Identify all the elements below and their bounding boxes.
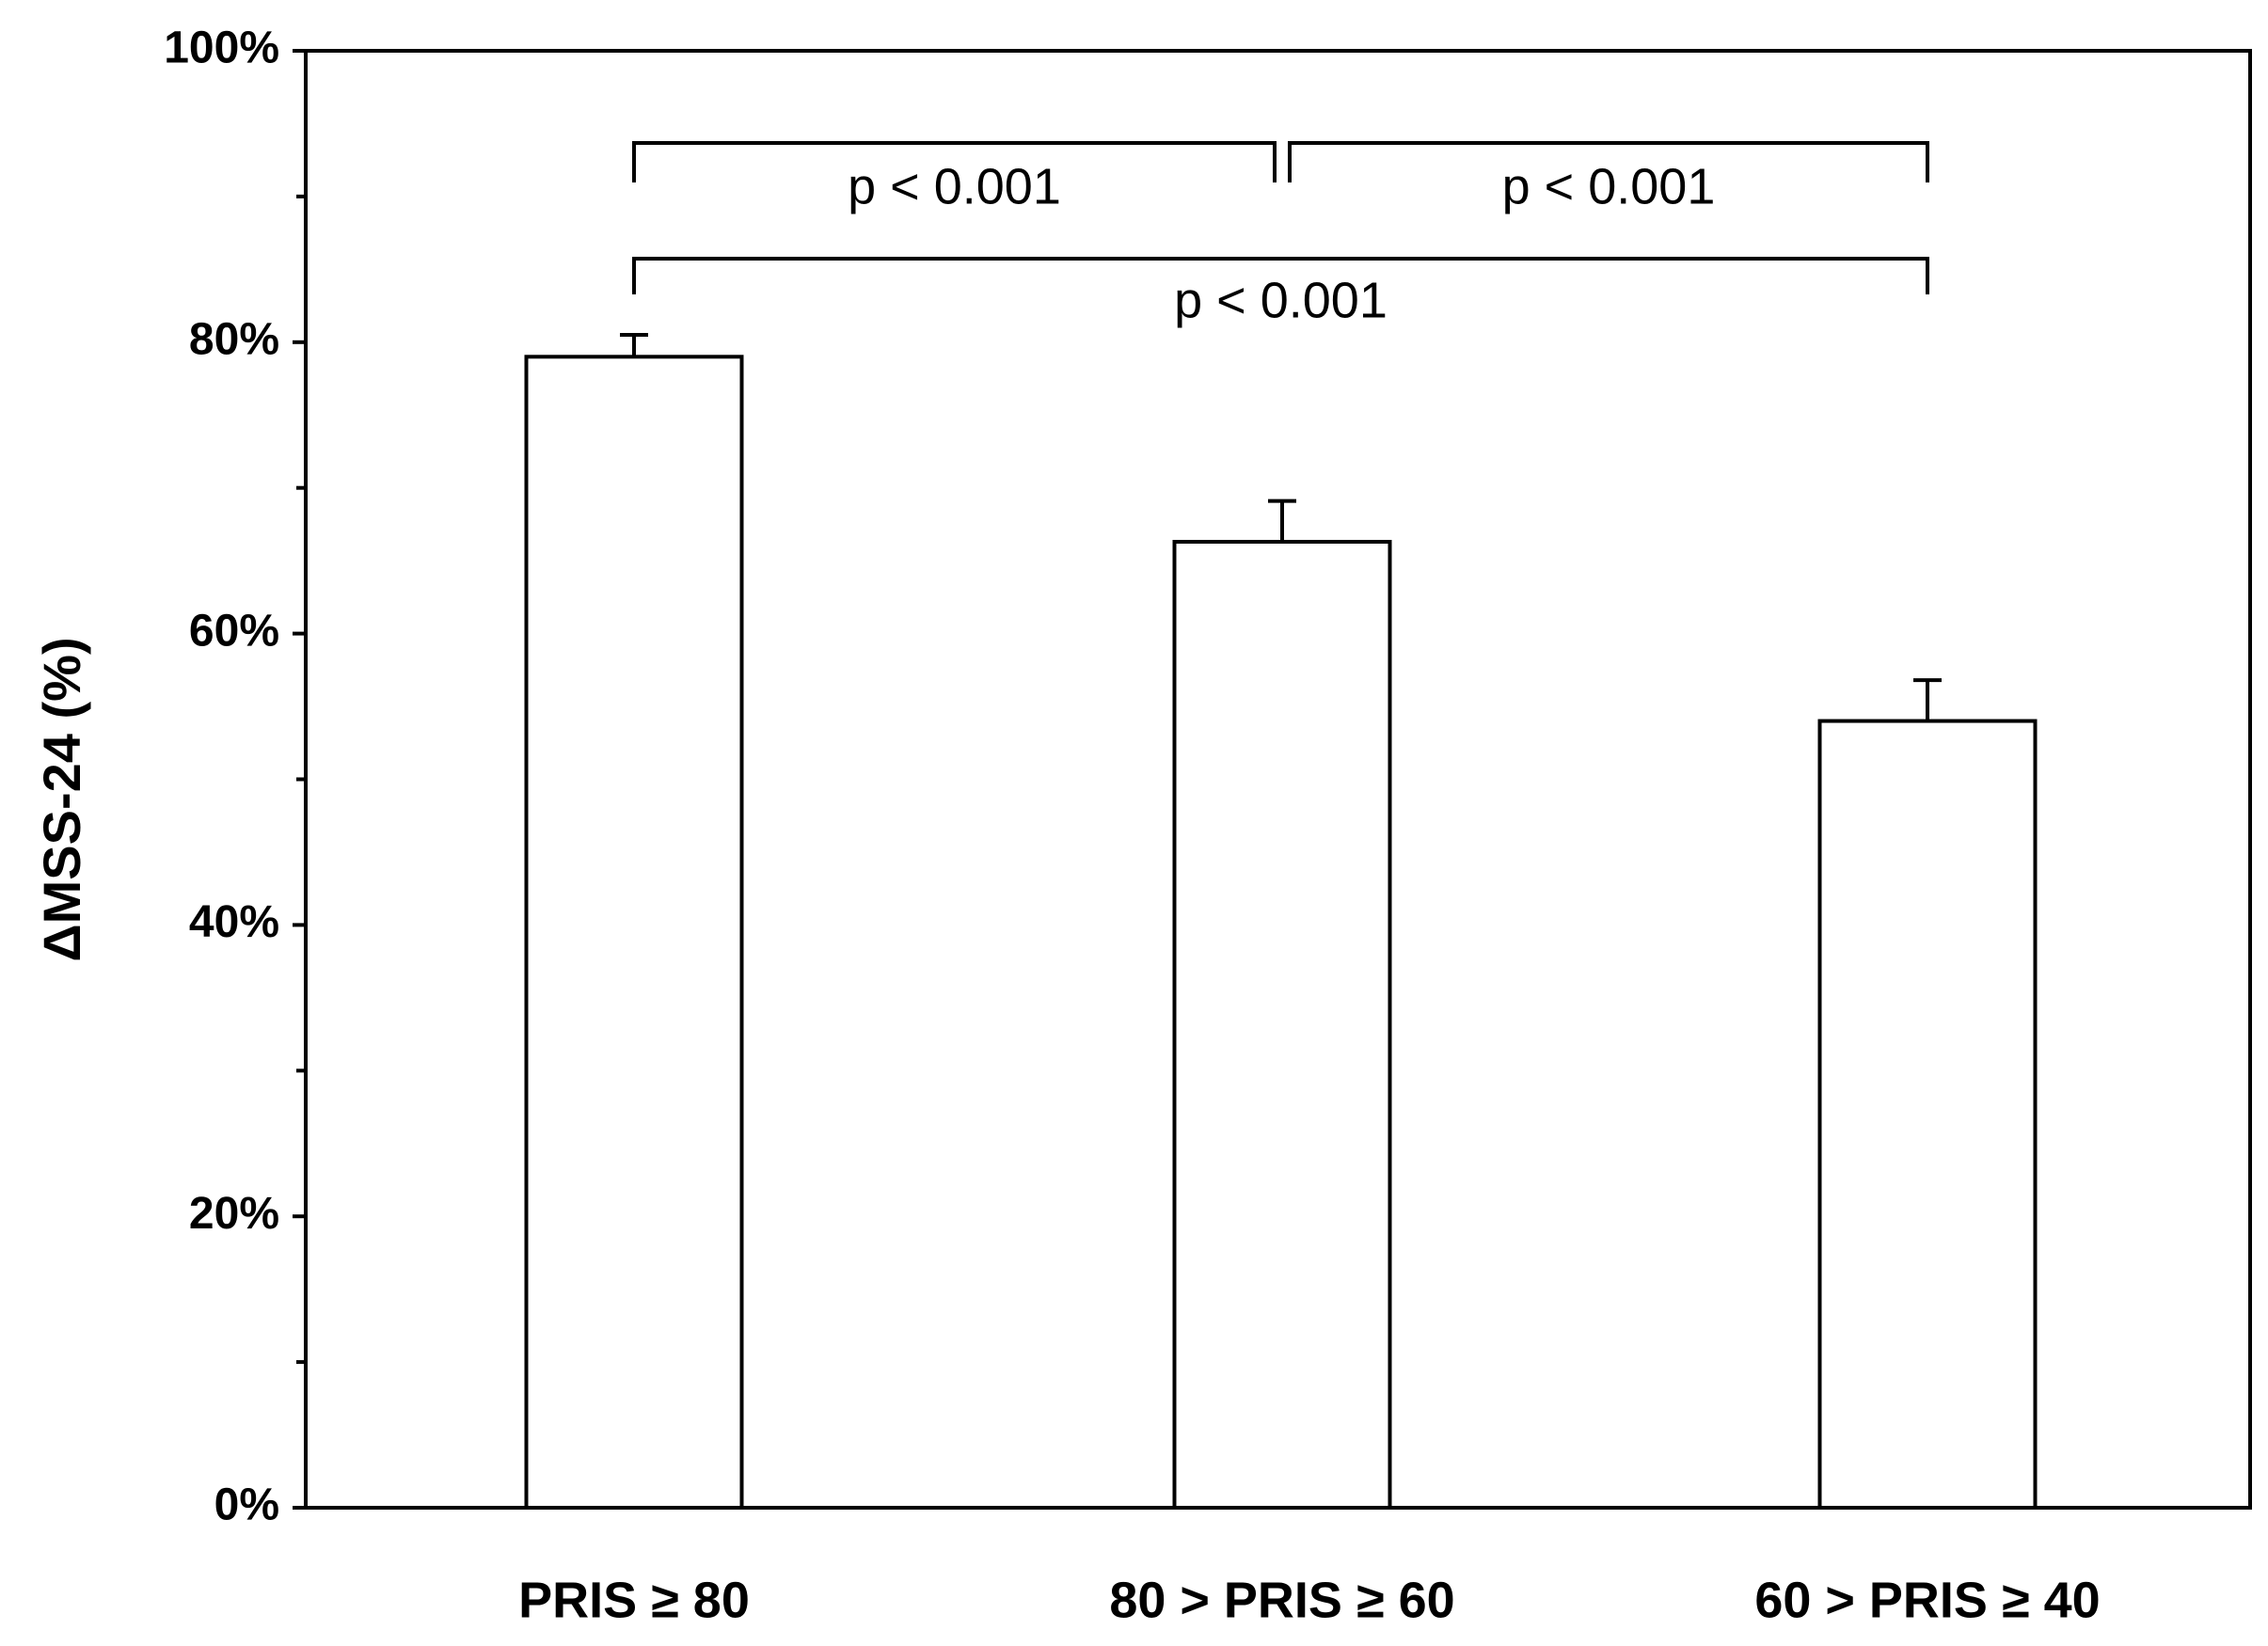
p-value-label: p < 0.001 [1502, 158, 1716, 214]
significance-bracket [1288, 141, 1929, 182]
y-tick-label: 0% [214, 1480, 279, 1530]
x-tick-label: PRIS ≥ 80 [518, 1572, 750, 1628]
bar [1817, 719, 2038, 1510]
bar [524, 355, 744, 1510]
y-tick-label: 40% [189, 897, 279, 947]
p-value-label: p < 0.001 [1174, 272, 1388, 328]
y-axis-label: ΔMSS-24 (%) [32, 637, 91, 961]
y-tick-label: 20% [189, 1189, 279, 1239]
y-tick-label: 60% [189, 606, 279, 656]
x-tick-label: 80 > PRIS ≥ 60 [1109, 1572, 1454, 1628]
bar [1172, 540, 1392, 1511]
significance-bracket [632, 141, 1277, 182]
significance-bracket [632, 257, 1929, 294]
x-tick-label: 60 > PRIS ≥ 40 [1754, 1572, 2100, 1628]
y-tick-label: 100% [164, 24, 279, 73]
y-tick-label: 80% [189, 314, 279, 364]
p-value-label: p < 0.001 [848, 158, 1061, 214]
